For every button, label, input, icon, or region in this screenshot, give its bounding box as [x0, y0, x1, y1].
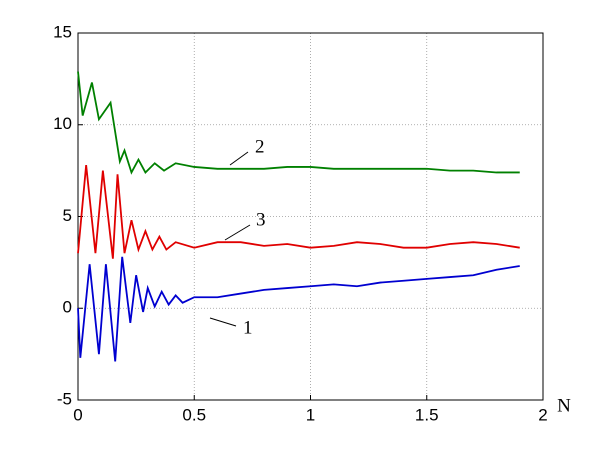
x-tick-label: 1 [306, 405, 315, 424]
y-tick-label: -5 [57, 389, 72, 408]
x-axis-label: N [557, 395, 571, 416]
series-label: 2 [255, 136, 265, 157]
leader-line [229, 151, 249, 166]
series-label: 1 [243, 317, 253, 338]
x-tick-label: 0.5 [182, 405, 206, 424]
x-tick-label: 2 [538, 405, 547, 424]
series-label: 3 [256, 209, 266, 230]
leader-line [224, 224, 251, 241]
y-tick-label: 0 [63, 298, 72, 317]
x-tick-label: 1.5 [415, 405, 439, 424]
data-line [77, 165, 520, 259]
y-tick-label: 5 [63, 206, 72, 225]
data-line [77, 256, 520, 362]
leader-line [209, 317, 237, 327]
data-line [77, 71, 520, 175]
plot-frame [77, 32, 544, 401]
y-tick-label: 10 [53, 114, 72, 133]
y-tick-label: 15 [53, 22, 72, 41]
x-tick-label: 0 [73, 405, 82, 424]
